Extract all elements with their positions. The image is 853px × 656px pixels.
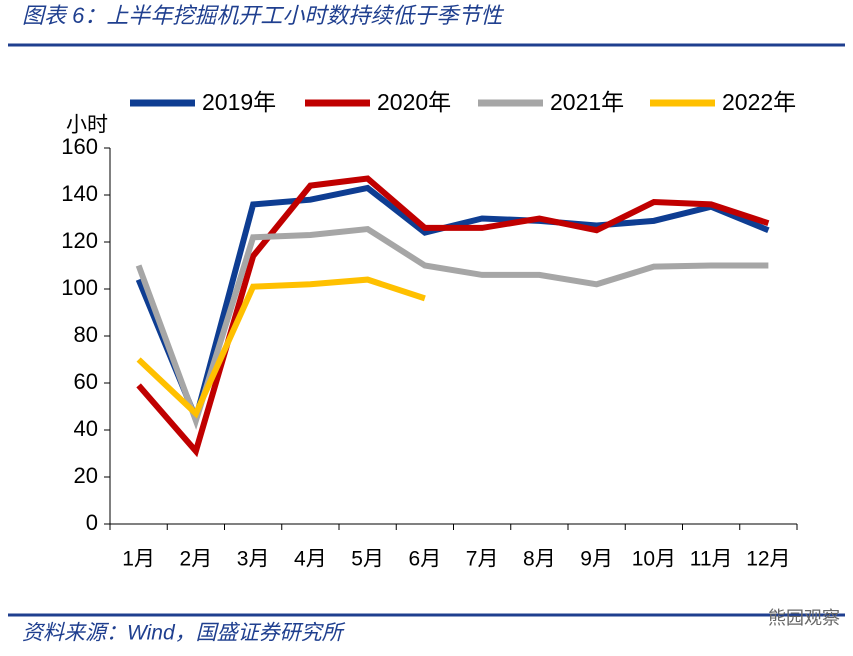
x-tick-label: 1月	[122, 548, 155, 571]
x-tick-label: 12月	[746, 548, 790, 571]
y-tick-label: 140	[61, 181, 98, 206]
series-line	[135, 225, 769, 430]
legend-label: 2021年	[550, 89, 624, 115]
y-tick-label: 40	[74, 416, 98, 441]
y-tick-label: 0	[86, 510, 98, 535]
y-axis-label: 小时	[66, 114, 108, 137]
chart-title: 图表 6：上半年挖掘机开工小时数持续低于季节性	[22, 3, 504, 28]
y-tick-label: 20	[74, 463, 98, 488]
x-tick-label: 6月	[409, 548, 442, 571]
legend-label: 2019年	[202, 89, 276, 115]
watermark: 熊园观察	[768, 608, 840, 628]
x-tick-label: 11月	[690, 548, 733, 571]
y-tick-label: 160	[61, 134, 98, 159]
x-tick-label: 7月	[466, 548, 499, 571]
legend-label: 2020年	[377, 89, 451, 115]
x-tick-label: 3月	[237, 548, 270, 571]
x-tick-label: 5月	[351, 548, 384, 571]
series-line	[136, 276, 426, 419]
x-tick-label: 4月	[294, 548, 327, 571]
x-tick-label: 8月	[523, 548, 556, 571]
y-tick-label: 80	[74, 322, 98, 347]
source-note: 资料来源：Wind，国盛证券研究所	[22, 622, 346, 645]
legend-label: 2022年	[722, 89, 796, 115]
x-tick-label: 10月	[632, 548, 676, 571]
series-line	[136, 175, 770, 458]
y-tick-label: 100	[61, 275, 98, 300]
y-tick-label: 60	[74, 369, 98, 394]
y-tick-label: 120	[61, 228, 98, 253]
x-tick-label: 9月	[580, 548, 613, 571]
x-tick-label: 2月	[180, 548, 213, 571]
